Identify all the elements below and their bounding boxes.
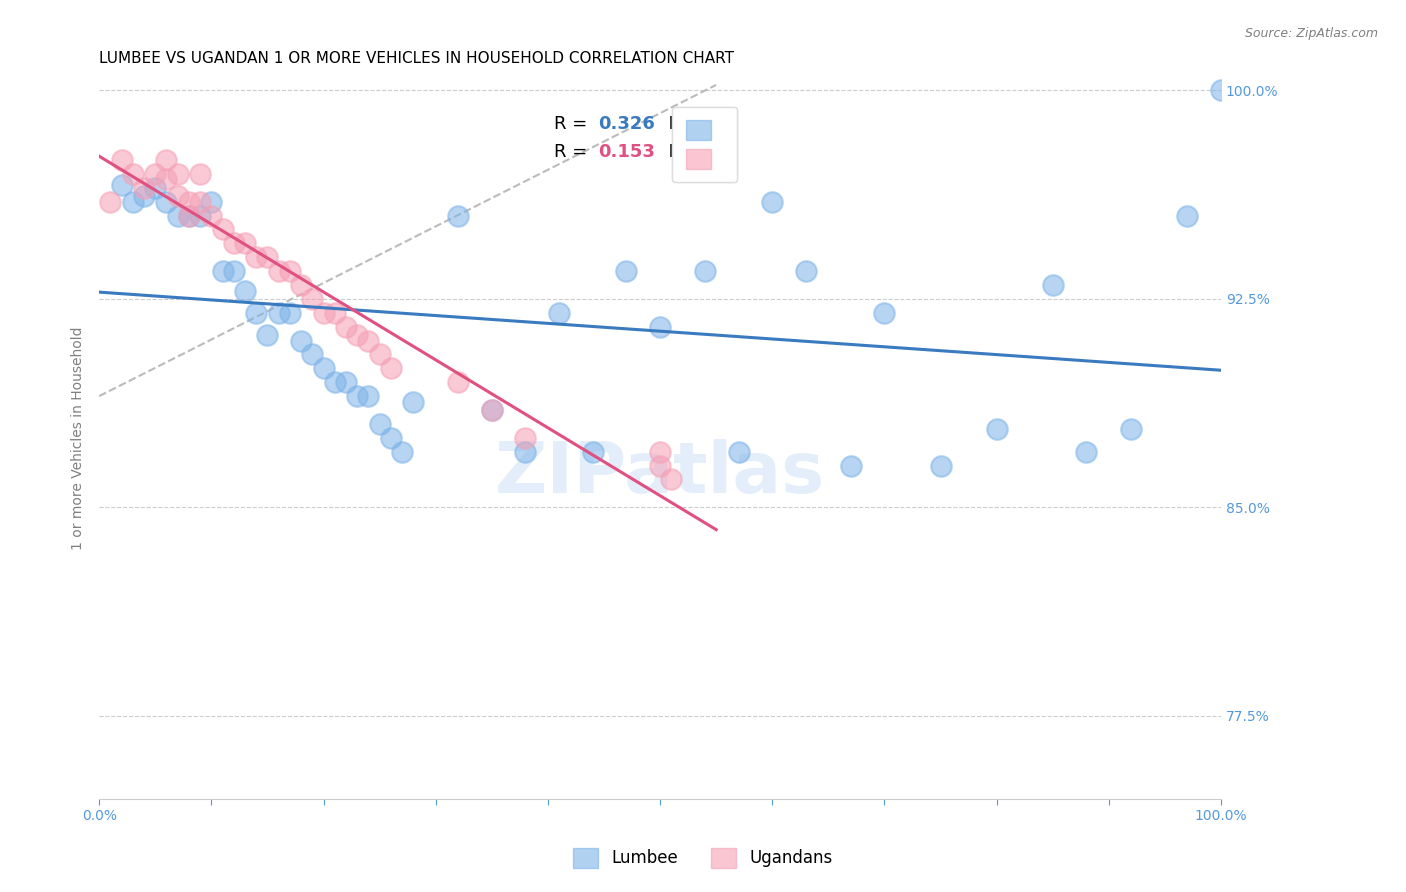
Point [121,167,143,181]
Point [177,209,200,223]
Point [447,209,470,223]
Point [648,319,671,334]
Point [177,209,200,223]
Point [290,277,312,292]
Point [267,264,290,278]
Point [447,376,470,390]
Point [648,458,671,473]
Point [929,458,952,473]
Point [166,209,188,223]
Point [155,153,177,167]
Point [1177,209,1199,223]
Point [873,306,896,320]
Point [335,319,357,334]
Text: LUMBEE VS UGANDAN 1 OR MORE VEHICLES IN HOUSEHOLD CORRELATION CHART: LUMBEE VS UGANDAN 1 OR MORE VEHICLES IN … [100,51,734,66]
Text: 0.153: 0.153 [599,144,655,161]
Point [132,189,155,203]
Point [659,473,682,487]
Point [616,264,638,278]
Point [110,178,132,192]
Point [177,194,200,209]
Text: N =: N = [657,144,709,161]
Point [648,444,671,458]
Point [1121,422,1143,436]
Point [839,458,862,473]
Point [211,222,233,236]
Point [110,153,132,167]
Point [402,394,425,409]
Point [1209,83,1232,97]
Point [986,422,1008,436]
Point [143,167,166,181]
Point [368,417,391,431]
Point [548,306,571,320]
Point [391,444,413,458]
Point [301,347,323,361]
Text: R =: R = [554,144,592,161]
Point [233,284,256,298]
Point [312,361,335,376]
Point [515,444,537,458]
Point [1042,277,1064,292]
Point [346,389,368,403]
Point [155,194,177,209]
Text: 47: 47 [699,114,724,133]
Point [357,389,380,403]
Point [290,334,312,348]
Point [481,403,503,417]
Point [380,431,402,445]
Point [481,403,503,417]
Text: Source: ZipAtlas.com: Source: ZipAtlas.com [1244,27,1378,40]
Point [794,264,817,278]
Point [188,194,211,209]
Point [222,264,245,278]
Point [256,250,278,264]
Point [211,264,233,278]
Text: R =: R = [554,114,592,133]
Point [188,167,211,181]
Point [278,264,301,278]
Point [245,250,267,264]
Point [323,306,346,320]
Point [278,306,301,320]
Point [761,194,783,209]
Point [582,444,605,458]
Point [301,292,323,306]
Point [98,194,121,209]
Point [335,376,357,390]
Text: ZIPatlas: ZIPatlas [495,440,825,508]
Text: 0.326: 0.326 [599,114,655,133]
Point [693,264,716,278]
Point [200,209,222,223]
Point [312,306,335,320]
Text: N =: N = [657,114,709,133]
Point [727,444,749,458]
Point [155,172,177,186]
Point [267,306,290,320]
Point [368,347,391,361]
Legend: , : , [672,106,738,182]
Point [222,236,245,251]
Point [256,328,278,343]
Point [188,209,211,223]
Point [166,167,188,181]
Point [515,431,537,445]
Point [346,328,368,343]
Point [380,361,402,376]
Point [200,194,222,209]
Y-axis label: 1 or more Vehicles in Household: 1 or more Vehicles in Household [72,326,86,549]
Point [121,194,143,209]
Point [132,180,155,194]
Point [245,306,267,320]
Legend: Lumbee, Ugandans: Lumbee, Ugandans [567,841,839,875]
Point [233,236,256,251]
Point [143,180,166,194]
Point [357,334,380,348]
Text: 36: 36 [699,144,724,161]
Point [323,376,346,390]
Point [1076,444,1098,458]
Point [166,189,188,203]
